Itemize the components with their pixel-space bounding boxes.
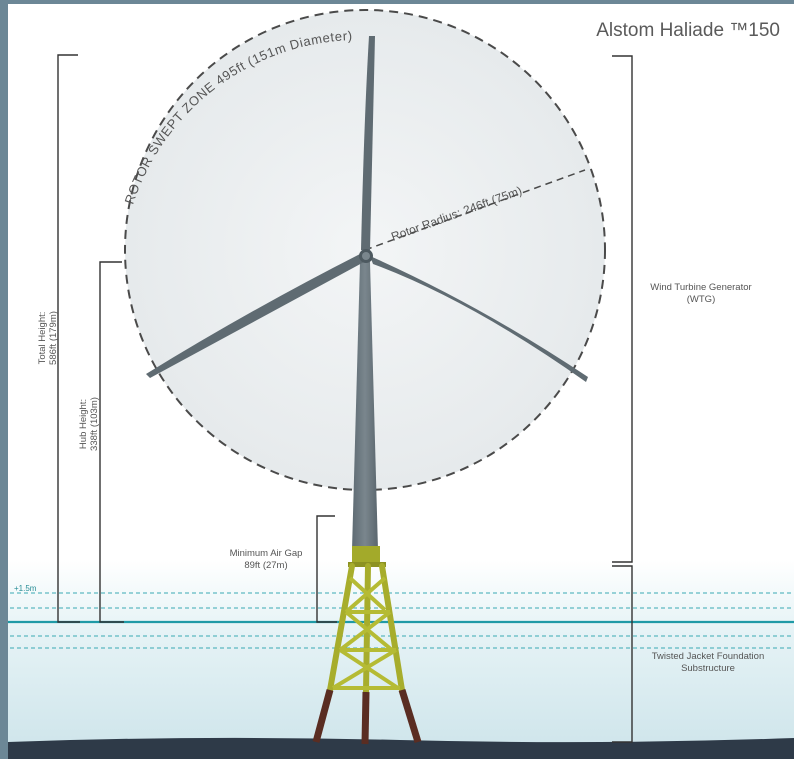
jacket-brace [344,610,394,652]
hub-height-line2: 338ft (103m) [89,397,100,451]
blade-top [361,36,375,250]
hub-height-label: Hub Height: 338ft (103m) [78,397,100,451]
air-gap-line2: 89ft (27m) [244,560,287,571]
jacket-foundation [312,546,422,745]
hub-height-line1: Hub Height: [78,399,89,449]
foundation-bracket [612,565,633,743]
water-level-label: +1.5m [14,584,37,593]
jacket-brace [338,648,400,690]
wtg-bracket [612,55,633,563]
jacket-leg [327,563,355,693]
total-height-line1: Total Height: [37,312,48,365]
air-gap-line1: Minimum Air Gap [230,548,303,559]
foundation-line1: Twisted Jacket Foundation [652,651,764,662]
blade-left [146,254,364,378]
hub-height-bracket [99,261,124,623]
wtg-line2: (WTG) [687,294,716,305]
pile [361,691,370,745]
sea-floor [8,737,794,759]
hub-cap [362,252,370,260]
rotor-radius-line [364,169,586,251]
blade-right [370,256,588,382]
air-gap-bracket [316,515,337,623]
transition-piece [352,546,380,564]
title: Alstom Haliade ™150 [596,20,780,41]
water-level-lines [10,592,794,649]
total-height-line2: 586ft (179m) [48,311,59,365]
jacket-leg [379,563,405,693]
jacket-brace [338,610,392,652]
pile [312,689,334,743]
pile [398,688,422,744]
wtg-line1: Wind Turbine Generator [650,282,751,293]
jacket-brace [331,648,398,690]
total-height-bracket [57,54,80,623]
total-height-label: Total Height: 586ft (179m) [37,311,59,365]
jacket-brace [344,576,387,614]
rotor-blades [146,36,588,382]
foundation-line2: Substructure [681,663,735,674]
tower [352,262,378,550]
